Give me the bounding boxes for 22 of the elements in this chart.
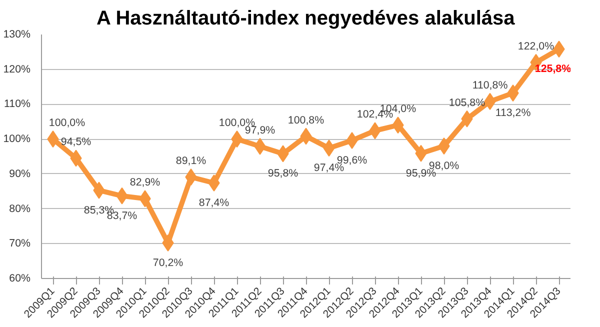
y-tick-label: 90%	[9, 168, 32, 180]
y-tick-label: 100%	[3, 133, 32, 146]
data-label: 70,2%	[152, 256, 184, 269]
y-tick-label: 60%	[9, 272, 32, 284]
data-label: 122,0%	[518, 40, 555, 52]
data-label: 110,8%	[472, 79, 508, 92]
data-label: 100,8%	[288, 114, 325, 126]
y-tick-label: 130%	[3, 28, 32, 40]
data-label: 89,1%	[176, 155, 207, 168]
data-label: 87,4%	[198, 196, 230, 209]
y-tick-label: 120%	[3, 63, 32, 76]
data-label: 97,4%	[314, 162, 345, 174]
data-label: 100,0%	[48, 117, 86, 130]
data-label: 94,5%	[60, 136, 92, 148]
data-label: 95,8%	[268, 168, 299, 180]
y-tick-label: 80%	[9, 202, 32, 215]
chart-title: A Használtautó-index negyedéves alakulása	[96, 8, 516, 30]
y-tick-label: 70%	[9, 238, 32, 250]
data-label: 82,9%	[130, 176, 161, 189]
y-tick-label: 110%	[4, 98, 32, 110]
data-label: 125,8%	[534, 63, 572, 76]
data-label: 113,2%	[495, 107, 532, 120]
